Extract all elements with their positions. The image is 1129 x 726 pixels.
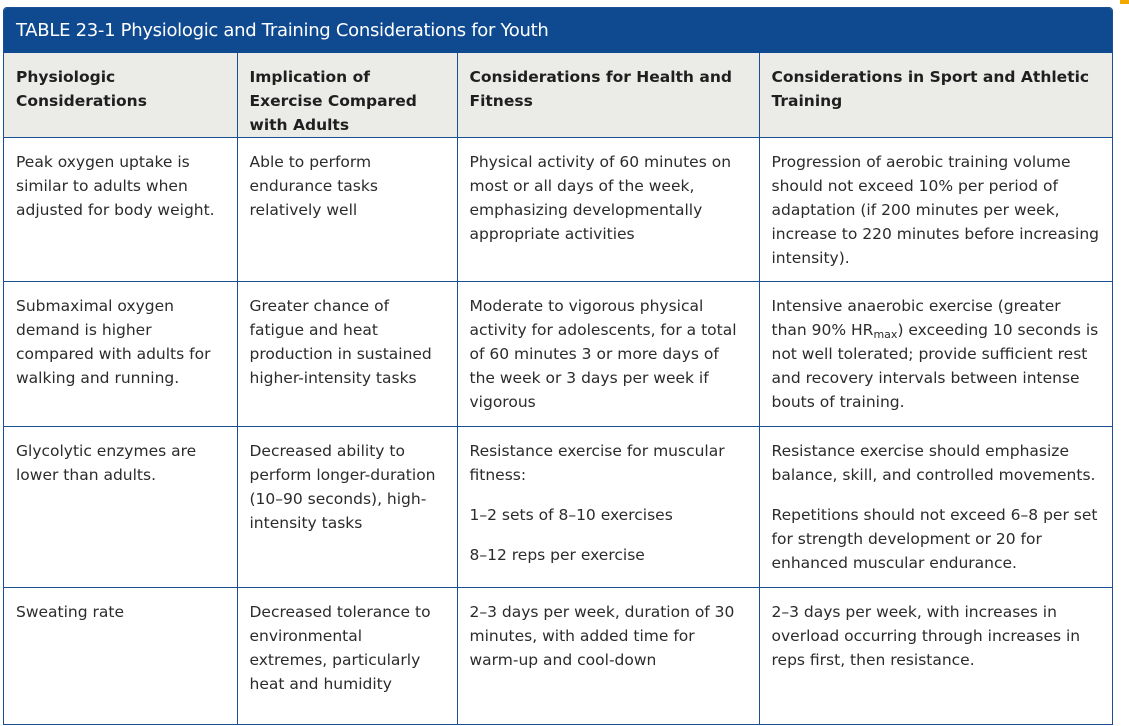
cell-implication: Greater chance of fatigue and heat produ… xyxy=(237,281,458,427)
cell-implication: Decreased ability to perform longer-dura… xyxy=(237,426,458,588)
cell-paragraph: Resistance exercise for muscular fitness… xyxy=(469,442,725,484)
table-row: Peak oxygen uptake is similar to adults … xyxy=(4,137,1112,282)
cell-sport: 2–3 days per week, with increases in ove… xyxy=(771,603,1081,669)
cell-health: Moderate to vigorous physical activity f… xyxy=(457,281,760,427)
table-row: Submaximal oxygen demand is higher compa… xyxy=(4,281,1112,427)
cell-paragraph: Repetitions should not exceed 6–8 per se… xyxy=(771,506,1098,572)
cell-physiologic: Glycolytic enzymes are lower than adults… xyxy=(4,426,238,588)
cell-paragraph: 1–2 sets of 8–10 exercises xyxy=(469,506,673,524)
cell-sport: Progression of aerobic training volume s… xyxy=(759,137,1112,282)
cell-health: Resistance exercise for muscular fitness… xyxy=(457,426,760,588)
data-table: TABLE 23-1 Physiologic and Training Cons… xyxy=(3,7,1113,725)
cell-sport: Resistance exercise should emphasize bal… xyxy=(759,426,1112,588)
header-implication: Implication of Exercise Compared with Ad… xyxy=(237,53,458,138)
header-sport-training: Considerations in Sport and Athletic Tra… xyxy=(759,53,1112,138)
cell-implication: Able to perform endurance tasks relative… xyxy=(237,137,458,282)
header-health-fitness: Considerations for Health and Fitness xyxy=(457,53,760,138)
table-row: Sweating rate Decreased tolerance to env… xyxy=(4,587,1112,724)
cell-physiologic: Peak oxygen uptake is similar to adults … xyxy=(4,137,238,282)
hr-max-subscript: max xyxy=(873,328,898,341)
cell-physiologic: Submaximal oxygen demand is higher compa… xyxy=(4,281,238,427)
cell-sport-text-after: ) exceeding 10 seconds is not well toler… xyxy=(771,321,1099,411)
considerations-table: Physiologic Considerations Implication o… xyxy=(4,53,1112,724)
cell-paragraph: Resistance exercise should emphasize bal… xyxy=(771,442,1096,484)
table-row: Glycolytic enzymes are lower than adults… xyxy=(4,426,1112,588)
cell-sport: Intensive anaerobic exercise (greater th… xyxy=(759,281,1112,427)
accent-line xyxy=(1120,0,1129,4)
cell-paragraph: 8–12 reps per exercise xyxy=(469,546,645,564)
cell-physiologic: Sweating rate xyxy=(4,587,238,724)
cell-implication: Decreased tolerance to environmental ext… xyxy=(237,587,458,724)
table-title: TABLE 23-1 Physiologic and Training Cons… xyxy=(4,8,1112,53)
header-row: Physiologic Considerations Implication o… xyxy=(4,53,1112,138)
header-physiologic: Physiologic Considerations xyxy=(4,53,238,138)
cell-health: Physical activity of 60 minutes on most … xyxy=(457,137,760,282)
cell-sport-text-before: Intensive anaerobic exercise (greater th… xyxy=(771,297,1061,339)
cell-health: 2–3 days per week, duration of 30 minute… xyxy=(457,587,760,724)
